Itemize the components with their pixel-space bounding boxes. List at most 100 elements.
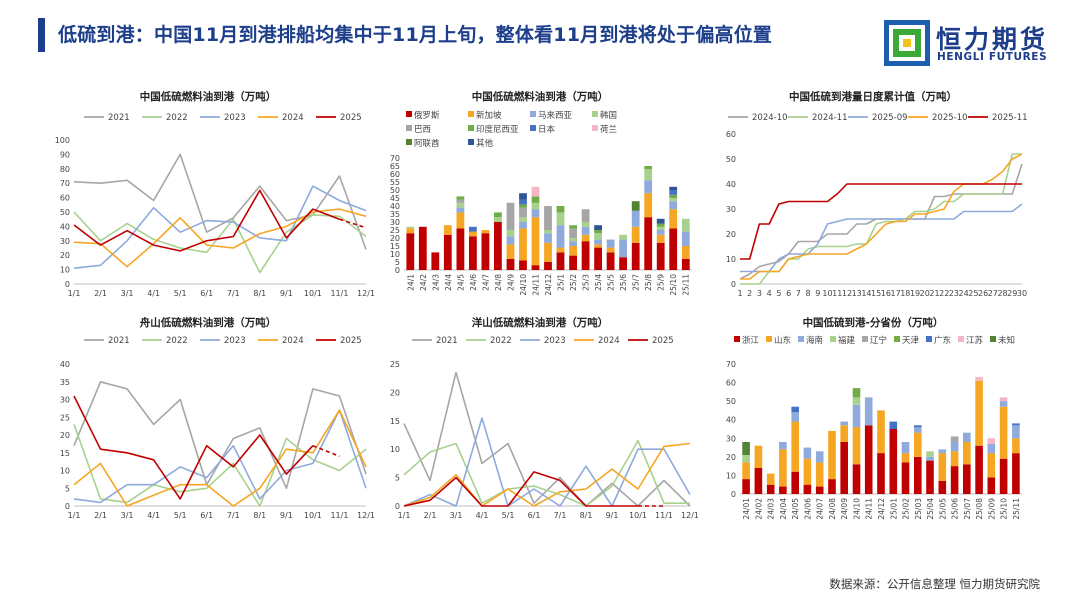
y-tick-label: 10 [390, 445, 400, 454]
legend-label: 福建 [838, 335, 856, 346]
y-tick-label: 20 [726, 230, 736, 239]
series-line-2022 [403, 439, 690, 507]
x-tick-label: 24/02 [754, 498, 763, 520]
y-tick-label: 70 [60, 179, 70, 188]
bar-segment [803, 458, 812, 485]
bar-segment [531, 217, 540, 266]
bar-segment [656, 223, 665, 227]
bar-segment [506, 244, 515, 259]
bar-segment [901, 453, 910, 463]
logo-mark-icon [884, 20, 930, 66]
bar-segment [938, 453, 947, 481]
series-line-2025-09 [740, 203, 1023, 273]
x-tick-label: 17 [890, 289, 900, 298]
legend-label: 阿联酋 [414, 138, 440, 149]
bar-segment [950, 451, 959, 467]
x-tick-label: 25/9 [657, 274, 666, 291]
bar-segment [631, 201, 640, 211]
series-line-2025-11 [740, 183, 1022, 260]
series-line-2025 [403, 471, 638, 507]
bar-segment [656, 226, 665, 230]
y-tick-label: 15 [60, 449, 70, 458]
bar-segment [469, 226, 477, 232]
legend-label: 海南 [806, 335, 823, 346]
x-tick-label: 24/12 [877, 498, 886, 520]
bar-segment [531, 186, 540, 197]
bar-segment [926, 451, 934, 457]
x-tick-label: 2 [747, 289, 752, 298]
legend-label: 马来西亚 [538, 111, 573, 121]
x-tick-label: 2/1 [424, 511, 437, 520]
y-tick-label: 0 [731, 490, 736, 499]
bar-segment [779, 486, 787, 494]
bar-segment [1012, 423, 1020, 426]
bar-segment [840, 421, 848, 426]
x-tick-label: 25/03 [914, 498, 923, 520]
bar-segment [999, 401, 1008, 407]
bar-segment [938, 449, 947, 454]
y-tick-label: 25 [390, 226, 400, 235]
bar-segment [791, 471, 799, 494]
bar-segment [656, 234, 665, 243]
legend-label: 新加坡 [476, 110, 502, 121]
x-tick-label: 6/1 [528, 511, 541, 520]
y-tick-label: 20 [390, 234, 400, 243]
bar-segment [791, 421, 799, 472]
series-line-projection [312, 444, 340, 458]
x-tick-label: 24/05 [791, 498, 800, 520]
bar-segment [581, 209, 590, 222]
legend-label: 2023 [544, 336, 566, 346]
page-title: 低硫到港：中国11月到港排船均集中于11月上旬，整体看11月到港将处于偏高位置 [58, 24, 773, 46]
legend-label: 天津 [902, 335, 920, 346]
x-tick-label: 9/1 [280, 511, 293, 520]
y-tick-label: 50 [726, 397, 736, 406]
bar-segment [506, 258, 515, 270]
legend-label: 2024 [598, 336, 620, 346]
y-tick-label: 40 [726, 416, 736, 425]
y-tick-label: 0 [65, 280, 70, 289]
x-tick-label: 25/07 [963, 498, 972, 520]
x-tick-label: 1/1 [68, 511, 81, 520]
legend-swatch [468, 111, 474, 117]
bar-segment [681, 231, 690, 246]
series-line-2023 [403, 417, 691, 507]
x-tick-label: 24/1 [406, 274, 415, 291]
y-tick-label: 100 [55, 136, 70, 145]
x-tick-label: 24/2 [419, 274, 428, 291]
bar-segment [987, 438, 996, 444]
bar-segment [569, 246, 577, 256]
bar-segment [681, 218, 690, 232]
x-tick-label: 24/04 [779, 498, 788, 520]
bar-segment [1012, 425, 1020, 439]
x-tick-label: 19 [910, 289, 920, 298]
legend-label: 未知 [998, 335, 1015, 346]
legend-swatch [990, 336, 996, 342]
bar-segment [519, 222, 527, 229]
legend-label: 其他 [476, 138, 494, 149]
y-tick-label: 40 [726, 180, 736, 189]
chart-svg: 舟山低硫燃料油到港（万吨）2021 2022 2023 2024 20250510152… [60, 316, 375, 520]
y-tick-label: 10 [726, 255, 736, 264]
bar-segment [644, 217, 653, 270]
legend-label: 印度尼西亚 [476, 124, 519, 135]
y-tick-label: 60 [726, 379, 736, 388]
bar-segment [963, 442, 971, 465]
logo-text-cn: 恒力期货 [936, 25, 1049, 54]
x-tick-label: 6/1 [200, 511, 213, 520]
x-tick-label: 7/1 [227, 289, 240, 298]
bar-segment [631, 242, 640, 270]
x-tick-label: 25/10 [669, 274, 678, 296]
x-tick-label: 24/6 [469, 274, 478, 291]
chart-title: 中国低硫燃料油到港（万吨） [140, 90, 277, 103]
legend-swatch [406, 125, 412, 131]
bar-segment [544, 242, 552, 262]
y-tick-label: 25 [60, 413, 70, 422]
x-tick-label: 12/1 [357, 511, 375, 520]
x-tick-label: 1/1 [398, 511, 411, 520]
legend-label: 2021 [436, 336, 458, 346]
x-tick-label: 25/4 [594, 274, 603, 291]
chart-title: 洋山低硫燃料油到港（万吨） [472, 316, 609, 329]
x-tick-label: 11/1 [655, 511, 673, 520]
x-tick-label: 24/8 [494, 274, 503, 291]
y-tick-label: 0 [395, 266, 400, 275]
